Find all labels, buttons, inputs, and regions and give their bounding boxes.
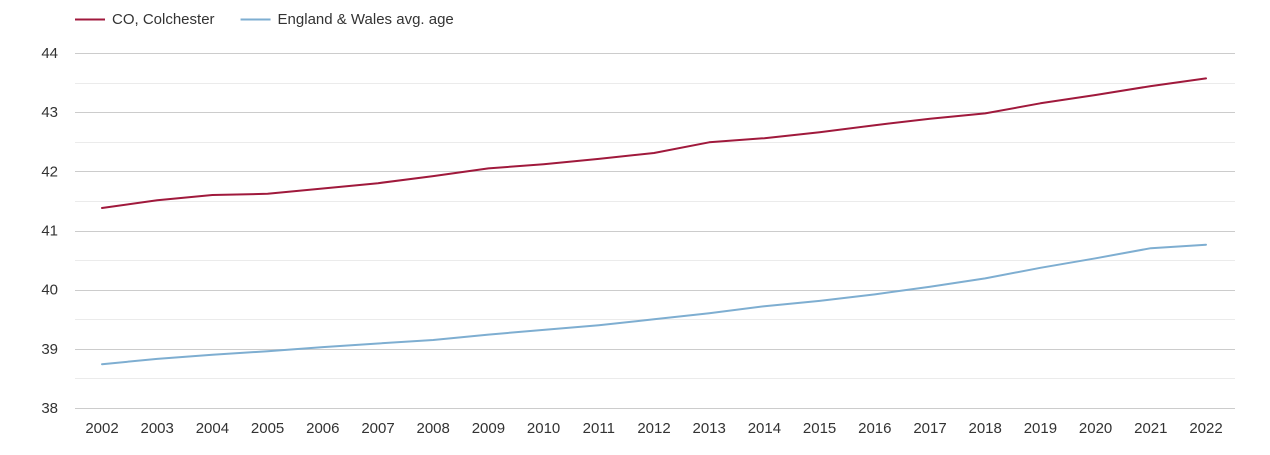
y-tick-label: 39 [41,341,58,358]
x-tick-label: 2012 [637,420,670,437]
x-tick-label: 2003 [141,420,174,437]
x-tick-label: 2009 [472,420,505,437]
series-line-2 [101,243,1207,366]
y-tick-label: 43 [41,104,58,121]
x-tick-label: 2013 [693,420,726,437]
x-tick-label: 2005 [251,420,284,437]
x-tick-label: 2015 [803,420,836,437]
grid [75,53,1235,409]
x-tick-label: 2020 [1079,420,1112,437]
x-tick-label: 2021 [1134,420,1167,437]
x-tick-label: 2016 [858,420,891,437]
x-tick-label: 2018 [969,420,1002,437]
series-layer [101,77,1207,366]
x-tick-label: 2011 [583,420,615,437]
y-axis: 38 39 40 41 42 43 44 [41,45,58,417]
y-tick-label: 44 [41,45,58,62]
y-tick-label: 38 [41,400,58,417]
x-tick-label: 2007 [361,420,394,437]
x-tick-label: 2014 [748,420,781,437]
x-tick-label: 2006 [306,420,339,437]
x-tick-label: 2008 [417,420,450,437]
x-tick-label: 2010 [527,420,560,437]
y-tick-label: 42 [41,163,58,180]
x-tick-label: 2017 [913,420,946,437]
x-tick-label: 2019 [1024,420,1057,437]
x-tick-label: 2022 [1189,420,1222,437]
y-tick-label: 40 [41,282,58,299]
legend: CO, Colchester England & Wales avg. age [75,11,454,28]
y-tick-label: 41 [41,223,58,240]
x-tick-label: 2002 [85,420,118,437]
x-tick-label: 2004 [196,420,229,437]
x-axis: 2002 2003 2004 2005 2006 2007 2008 2009 2010 2011… [85,420,1222,437]
series-line-1 [101,77,1207,209]
legend-label-1: CO, Colchester [112,11,215,28]
legend-label-2: England & Wales avg. age [278,11,454,28]
